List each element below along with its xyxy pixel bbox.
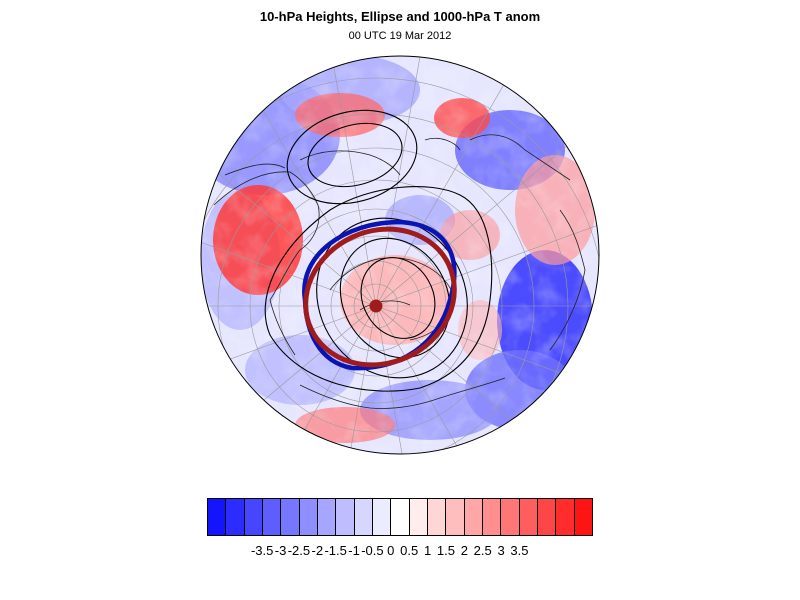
colorbar-tick-label: -1.5 xyxy=(324,543,347,558)
colorbar xyxy=(207,498,593,536)
colorbar-tick-label: -0.5 xyxy=(361,543,384,558)
meridian-line xyxy=(201,100,377,307)
meridian-line xyxy=(320,56,377,307)
colorbar-swatch xyxy=(354,499,373,535)
colorbar-tick-label: 0 xyxy=(387,543,395,558)
colorbar-tick-label: 1.5 xyxy=(436,543,455,558)
meridian-line xyxy=(375,305,432,454)
meridian-line xyxy=(375,305,599,454)
colorbar-swatch xyxy=(226,499,245,535)
meridian-line xyxy=(375,196,599,307)
polar-vortex-edge xyxy=(302,219,457,371)
meridian-line xyxy=(375,305,599,416)
colorbar-swatch xyxy=(244,499,263,535)
colorbar-tick-label: -1 xyxy=(348,543,360,558)
colorbar-swatch xyxy=(372,499,392,535)
globe-outline xyxy=(200,55,600,455)
map-title: 10-hPa Heights, Ellipse and 1000-hPa T a… xyxy=(259,9,541,24)
colorbar-swatch xyxy=(317,499,337,535)
colorbar-tick-label: -2 xyxy=(311,543,324,558)
meridian-line xyxy=(375,56,432,307)
ellipse-center-marker xyxy=(369,299,383,313)
colorbar-swatch xyxy=(262,499,282,535)
meridian-line xyxy=(320,305,377,454)
colorbar-tick-label: 2 xyxy=(460,543,468,558)
colorbar-tick-label: 0.5 xyxy=(400,543,419,558)
colorbar-swatch xyxy=(427,499,447,535)
colorbar-tick-label: -2.5 xyxy=(287,543,311,558)
colorbar-tick-label: -3 xyxy=(274,543,287,558)
colorbar-swatch xyxy=(574,499,592,535)
colorbar-swatch xyxy=(501,499,520,535)
vortex-ellipse xyxy=(303,226,457,368)
meridian-line xyxy=(375,305,537,454)
colorbar-swatch xyxy=(519,499,538,535)
latitude-circle xyxy=(201,77,599,454)
temperature-anomaly-field xyxy=(201,56,599,454)
colorbar-tick-label: -3.5 xyxy=(250,543,274,558)
colorbar-tick-label: 1 xyxy=(423,543,432,558)
meridian-line xyxy=(201,196,377,307)
colorbar-swatch xyxy=(556,499,575,535)
colorbar-tick-label: 3.5 xyxy=(510,543,529,558)
colorbar-swatch xyxy=(208,499,227,535)
geopotential-height-contours xyxy=(264,109,493,392)
colorbar-swatch xyxy=(482,499,502,535)
colorbar-swatch xyxy=(464,499,483,535)
colorbar-swatch xyxy=(446,499,465,535)
colorbar-swatch xyxy=(299,499,318,535)
colorbar-swatch xyxy=(391,499,410,535)
colorbar-tick-label: 2.5 xyxy=(473,543,492,558)
colorbar-swatch xyxy=(537,499,557,535)
map-subtitle: 00 UTC 19 Mar 2012 xyxy=(348,30,452,42)
colorbar-swatch xyxy=(336,499,355,535)
colorbar-tick-label: 3 xyxy=(497,543,505,558)
colorbar-tick-labels: -3.5 -3 -2.5 -2 -1.5 -1 -0.5 0 0.5 1 1.5 2 2.5 3 3.5 xyxy=(0,543,800,561)
colorbar-swatch xyxy=(409,499,428,535)
colorbar-swatch xyxy=(281,499,300,535)
